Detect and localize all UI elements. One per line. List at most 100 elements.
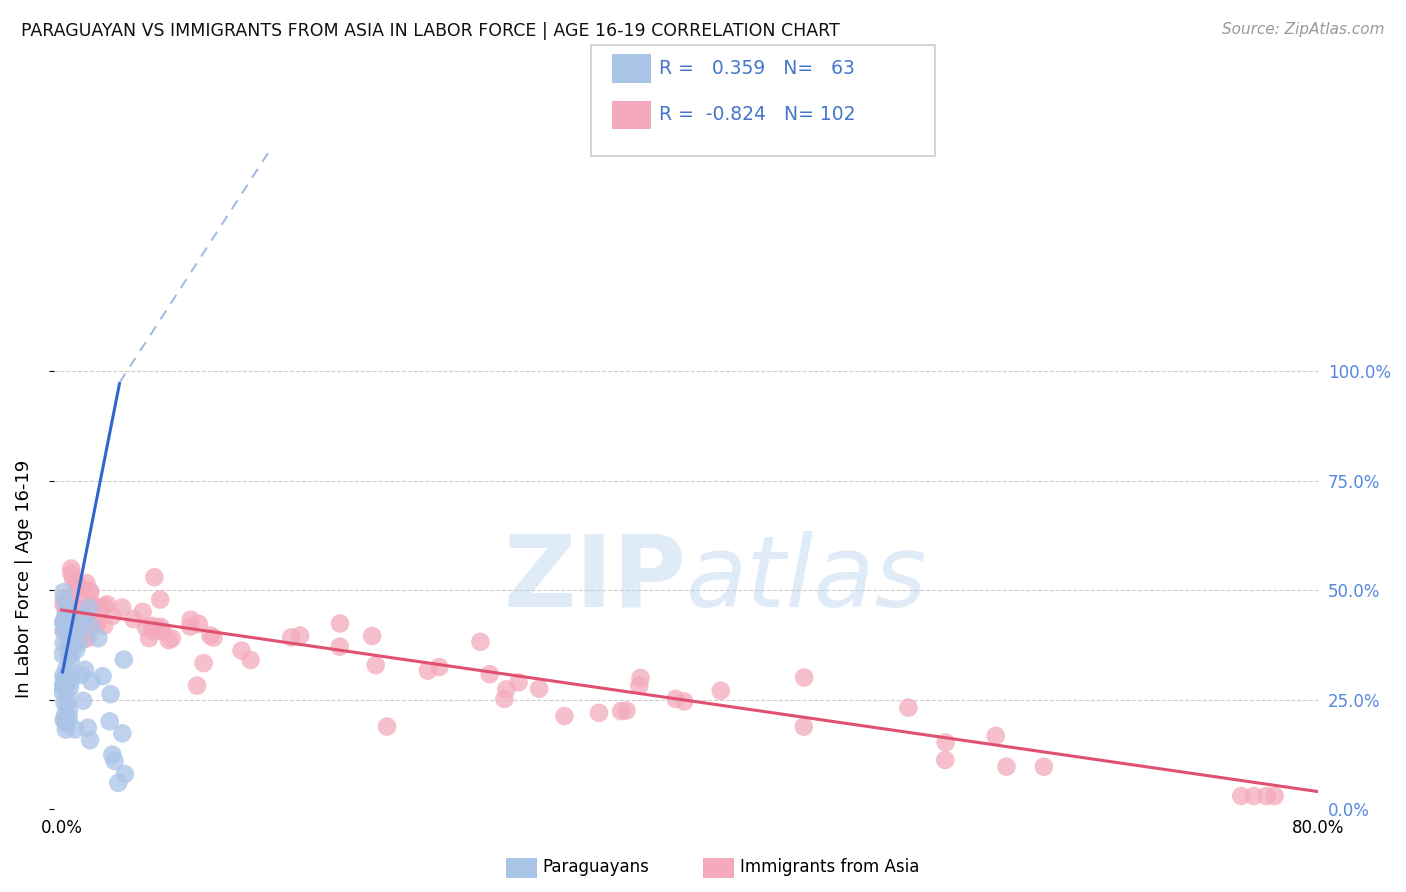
Point [111,600,134,615]
Point [364,658,387,673]
Text: Source: ZipAtlas.com: Source: ZipAtlas.com [1222,22,1385,37]
Point [56,602,79,616]
Text: atlas: atlas [686,531,928,628]
Point [142,624,165,639]
Point [416,664,439,678]
Point [55,662,77,676]
Point [96,597,118,611]
Point [288,628,311,642]
Point [82,598,104,612]
Point [186,679,208,693]
Point [79,585,101,599]
Point [58,711,80,725]
Point [98,714,121,729]
Point [494,692,516,706]
Point [79,584,101,599]
Point [202,631,225,645]
Point [55,677,77,691]
Point [470,635,492,649]
Point [73,632,96,646]
Text: R =   0.359   N=   63: R = 0.359 N= 63 [659,59,855,78]
Point [59,681,82,695]
Point [87,632,110,646]
Point [60,566,83,581]
Point [52,591,75,606]
Point [55,723,77,737]
Point [616,704,638,718]
Point [52,669,75,683]
Text: R =  -0.824   N= 102: R = -0.824 N= 102 [659,104,856,124]
Point [52,680,75,694]
Point [56,616,79,631]
Point [62,613,84,627]
Point [65,617,87,632]
Point [93,618,115,632]
Point [59,624,82,639]
Point [114,767,136,781]
Point [427,660,450,674]
Point [65,627,87,641]
Point [62,572,84,586]
Point [58,607,80,622]
Point [66,607,89,622]
Point [86,614,108,628]
Point [52,598,75,612]
Point [65,642,87,657]
Point [79,733,101,747]
Point [62,601,84,615]
Point [1032,760,1054,774]
Point [58,637,80,651]
Point [53,713,76,727]
Point [69,668,91,682]
Point [70,609,93,624]
Point [187,616,209,631]
Point [1243,789,1265,803]
Point [131,605,153,619]
Point [58,704,80,718]
Point [55,621,77,635]
Point [73,609,96,624]
Point [53,609,76,624]
Point [59,590,82,604]
Point [93,599,115,614]
Point [630,671,652,685]
Point [665,691,688,706]
Point [111,726,134,740]
Point [91,669,114,683]
Point [141,619,163,633]
Point [897,700,920,714]
Point [179,619,201,633]
Point [55,714,77,729]
Point [84,616,107,631]
Point [52,615,75,629]
Point [200,629,222,643]
Point [56,611,79,625]
Point [60,561,83,575]
Point [60,636,83,650]
Point [55,717,77,731]
Text: Immigrants from Asia: Immigrants from Asia [740,858,920,876]
Point [76,721,98,735]
Point [1256,789,1278,803]
Point [55,621,77,635]
Point [53,671,76,685]
Point [67,635,90,649]
Point [73,617,96,632]
Point [73,663,96,677]
Point [628,679,651,693]
Text: Paraguayans: Paraguayans [543,858,650,876]
Y-axis label: In Labor Force | Age 16-19: In Labor Force | Age 16-19 [15,460,32,698]
Point [76,600,98,615]
Point [60,636,83,650]
Point [101,608,124,623]
Point [77,631,100,645]
Point [149,592,172,607]
Point [80,674,103,689]
Point [75,576,97,591]
Point [935,735,957,749]
Point [55,602,77,616]
Point [52,713,75,727]
Point [52,585,75,599]
Point [90,600,112,615]
Point [157,633,180,648]
